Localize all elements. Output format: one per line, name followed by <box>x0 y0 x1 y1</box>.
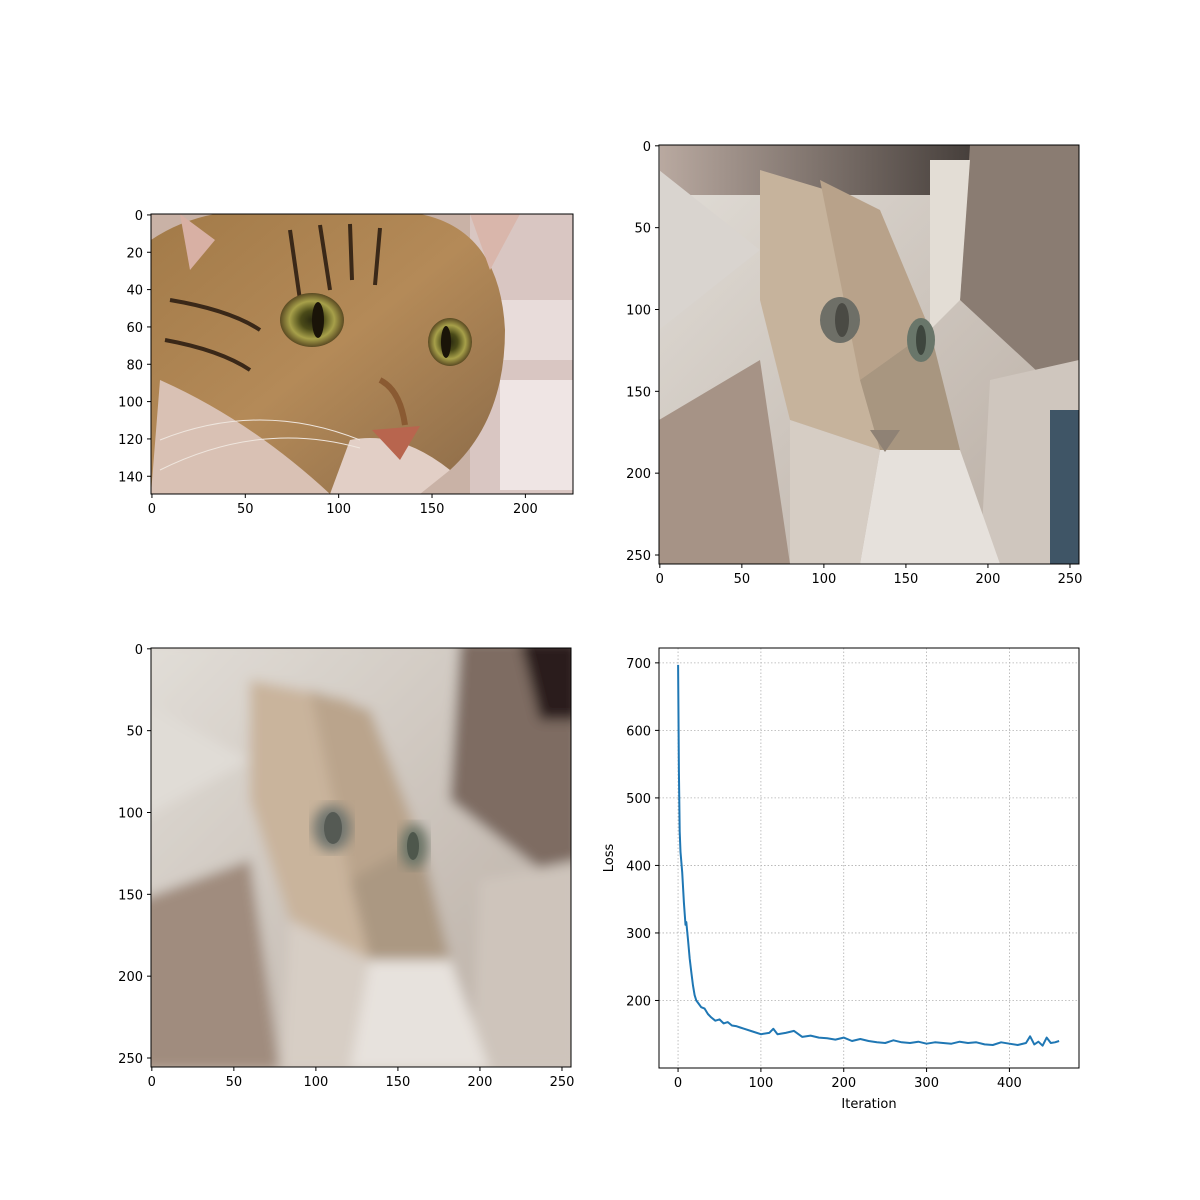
x-tick-label: 0 <box>674 1076 682 1091</box>
y-tick-label: 0 <box>135 209 143 224</box>
polygon-blurred-image <box>151 648 571 1067</box>
x-tick-label: 50 <box>734 572 751 587</box>
panel-loss-chart: 0 100 200 300 400 200 300 400 500 600 700 Iteratio… <box>602 647 1080 1112</box>
y-tick-label: 100 <box>118 396 143 411</box>
x-axis-label: Iteration <box>841 1097 896 1112</box>
photo-axes-ticks: 0 50 100 150 200 0 20 40 60 80 100 120 140 <box>118 209 538 517</box>
y-tick-label: 140 <box>118 470 143 485</box>
y-tick-label: 50 <box>126 725 143 740</box>
x-tick-label: 0 <box>148 502 156 517</box>
loss-grid <box>659 648 1079 1068</box>
y-tick-label: 60 <box>126 321 143 336</box>
y-tick-label: 600 <box>626 724 651 739</box>
panel-photo: 0 50 100 150 200 0 20 40 60 80 100 120 140 <box>118 209 574 517</box>
x-tick-label: 150 <box>386 1075 411 1090</box>
y-tick-label: 150 <box>118 888 143 903</box>
y-tick-label: 200 <box>626 467 651 482</box>
y-tick-label: 20 <box>126 246 143 261</box>
panel-polygon-blurred: 0 50 100 150 200 250 0 50 100 150 200 250 <box>118 643 574 1090</box>
polygon-sharp-axes-ticks: 0 50 100 150 200 250 0 50 100 150 200 250 <box>626 140 1082 587</box>
x-tick-label: 200 <box>976 572 1001 587</box>
polygon-blurred-axes-ticks: 0 50 100 150 200 250 0 50 100 150 200 250 <box>118 643 574 1090</box>
y-tick-label: 500 <box>626 792 651 807</box>
polygon-sharp-frame <box>658 144 1080 565</box>
y-tick-label: 300 <box>626 927 651 942</box>
loss-series-line <box>677 664 1060 1047</box>
x-tick-label: 250 <box>1058 572 1083 587</box>
x-tick-label: 200 <box>468 1075 493 1090</box>
x-tick-label: 200 <box>513 502 538 517</box>
y-axis-label: Loss <box>602 844 617 873</box>
y-tick-label: 250 <box>118 1052 143 1067</box>
y-tick-label: 250 <box>626 549 651 564</box>
x-tick-label: 150 <box>420 502 445 517</box>
loss-plot-area <box>677 664 1060 1047</box>
polygon-blurred-frame <box>150 647 572 1068</box>
y-tick-label: 200 <box>626 994 651 1009</box>
loss-frame <box>658 647 1080 1069</box>
x-tick-label: 100 <box>748 1076 773 1091</box>
y-tick-label: 100 <box>118 806 143 821</box>
y-tick-label: 400 <box>626 859 651 874</box>
photo-frame <box>150 213 574 495</box>
x-tick-label: 50 <box>226 1075 243 1090</box>
y-tick-label: 50 <box>634 222 651 237</box>
x-tick-label: 200 <box>831 1076 856 1091</box>
y-tick-label: 0 <box>135 643 143 658</box>
y-tick-label: 150 <box>626 385 651 400</box>
y-tick-label: 700 <box>626 657 651 672</box>
x-tick-label: 250 <box>550 1075 575 1090</box>
x-tick-label: 150 <box>894 572 919 587</box>
panel-polygon-sharp: 0 50 100 150 200 250 0 50 100 150 200 250 <box>626 140 1082 587</box>
loss-axes-ticks: 0 100 200 300 400 200 300 400 500 600 700 <box>626 657 1022 1091</box>
x-tick-label: 100 <box>326 502 351 517</box>
cat-photo-image <box>151 214 573 494</box>
y-tick-label: 80 <box>126 358 143 373</box>
x-tick-label: 100 <box>811 572 836 587</box>
x-tick-label: 50 <box>237 502 254 517</box>
x-tick-label: 0 <box>148 1075 156 1090</box>
x-tick-label: 0 <box>656 572 664 587</box>
x-tick-label: 300 <box>914 1076 939 1091</box>
y-tick-label: 200 <box>118 970 143 985</box>
y-tick-label: 120 <box>118 433 143 448</box>
x-tick-label: 100 <box>303 1075 328 1090</box>
y-tick-label: 0 <box>643 140 651 155</box>
x-tick-label: 400 <box>997 1076 1022 1091</box>
y-tick-label: 40 <box>126 284 143 299</box>
polygon-sharp-image <box>659 145 1079 564</box>
y-tick-label: 100 <box>626 303 651 318</box>
